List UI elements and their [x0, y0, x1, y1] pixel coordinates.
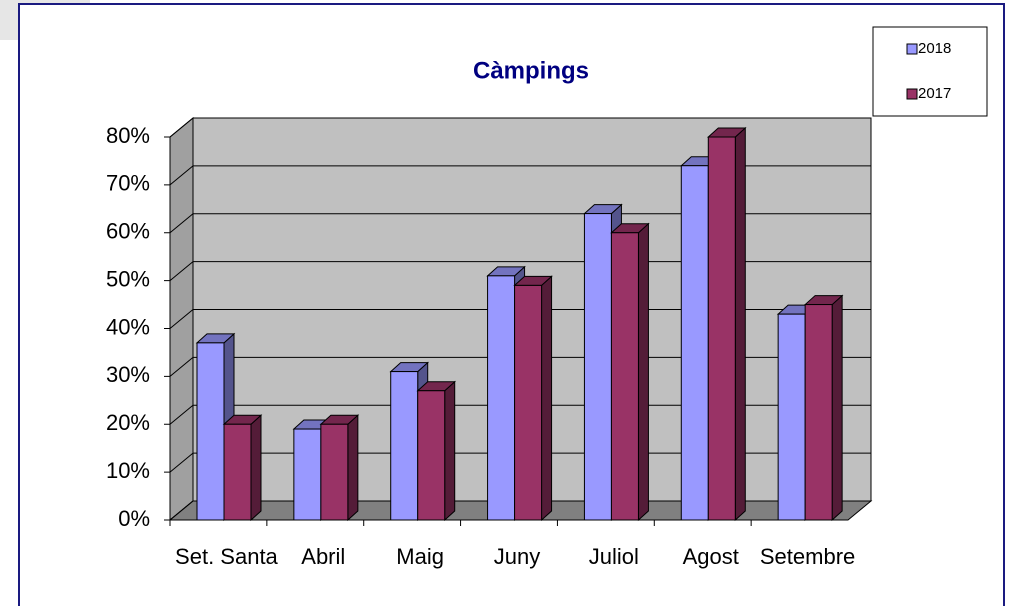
x-tick-label: Juliol — [589, 544, 639, 569]
x-tick-label: Agost — [683, 544, 739, 569]
bar — [488, 276, 515, 520]
bar-side — [638, 224, 648, 520]
legend-label: 2017 — [918, 85, 951, 102]
legend-swatch — [907, 44, 917, 54]
x-tick-label: Juny — [494, 544, 540, 569]
bar-side — [251, 415, 261, 520]
y-tick-label: 40% — [106, 314, 150, 339]
bar — [391, 372, 418, 520]
chart-title: Càmpings — [473, 57, 589, 84]
bar-side — [445, 382, 455, 520]
bar-side — [348, 415, 358, 520]
chart: Càmpings 0% 10% 20% 30% 40% 50% 60% 70% 80% Set. … — [0, 0, 1013, 606]
y-tick-label: 80% — [106, 123, 150, 148]
bar — [321, 424, 348, 520]
x-tick-label: Set. Santa — [175, 544, 279, 569]
y-tick-label: 60% — [106, 219, 150, 244]
bar — [515, 285, 542, 520]
y-tick-label: 50% — [106, 266, 150, 291]
legend-swatch — [907, 89, 917, 99]
bar — [294, 429, 321, 520]
y-tick-label: 20% — [106, 410, 150, 435]
bar-side — [832, 296, 842, 520]
bar — [611, 233, 638, 520]
x-tick-label: Maig — [396, 544, 444, 569]
bar — [681, 166, 708, 520]
bar — [708, 137, 735, 520]
bar — [418, 391, 445, 520]
x-tick-label: Setembre — [760, 544, 855, 569]
y-tick-label: 10% — [106, 458, 150, 483]
bar — [778, 314, 805, 520]
bar — [224, 424, 251, 520]
y-tick-label: 0% — [118, 506, 150, 531]
bar — [584, 214, 611, 520]
bar — [197, 343, 224, 520]
y-tick-label: 30% — [106, 362, 150, 387]
bar-side — [735, 128, 745, 520]
legend-label: 2018 — [918, 40, 951, 57]
bar-side — [542, 276, 552, 520]
bar — [805, 305, 832, 520]
x-tick-label: Abril — [301, 544, 345, 569]
page: {"chart_data": {"type": "bar3d", "title"… — [0, 0, 1013, 606]
y-tick-label: 70% — [106, 171, 150, 196]
